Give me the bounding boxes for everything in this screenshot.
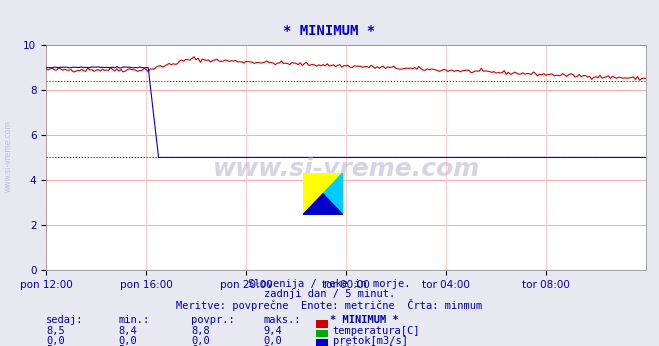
Text: 9,4: 9,4 [264,326,282,336]
Text: Slovenija / reke in morje.: Slovenija / reke in morje. [248,279,411,289]
Text: višina[cm]: višina[cm] [333,345,395,346]
Polygon shape [303,173,343,215]
Polygon shape [323,173,343,215]
Text: 8,4: 8,4 [119,326,137,336]
Text: temperatura[C]: temperatura[C] [333,326,420,336]
Text: zadnji dan / 5 minut.: zadnji dan / 5 minut. [264,289,395,299]
Text: 8,8: 8,8 [191,326,210,336]
Text: 0,0: 0,0 [264,336,282,346]
Text: sedaj:: sedaj: [46,315,84,325]
Text: 5: 5 [46,345,52,346]
Text: * MINIMUM *: * MINIMUM * [330,315,398,325]
Polygon shape [303,194,343,215]
Text: 5: 5 [119,345,125,346]
Text: povpr.:: povpr.: [191,315,235,325]
Text: maks.:: maks.: [264,315,301,325]
Text: min.:: min.: [119,315,150,325]
Text: * MINIMUM *: * MINIMUM * [283,24,376,38]
Text: www.si-vreme.com: www.si-vreme.com [3,120,13,192]
Text: pretok[m3/s]: pretok[m3/s] [333,336,408,346]
Text: 0,0: 0,0 [46,336,65,346]
Text: Meritve: povprečne  Enote: metrične  Črta: minmum: Meritve: povprečne Enote: metrične Črta:… [177,299,482,311]
Text: 0,0: 0,0 [119,336,137,346]
Text: 9: 9 [264,345,270,346]
Text: 6: 6 [191,345,197,346]
Text: 0,0: 0,0 [191,336,210,346]
Text: 8,5: 8,5 [46,326,65,336]
Text: www.si-vreme.com: www.si-vreme.com [212,157,480,181]
